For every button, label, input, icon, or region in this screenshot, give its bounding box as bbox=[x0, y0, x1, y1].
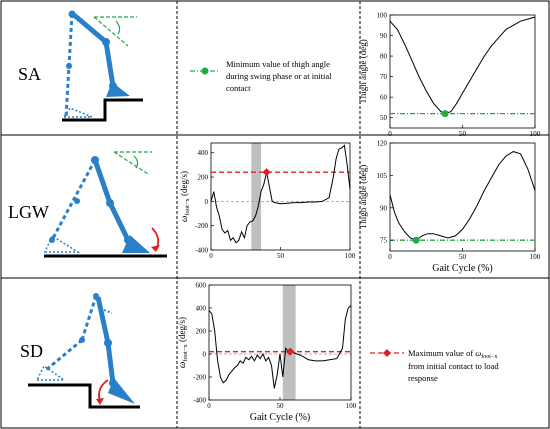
x-tick-label: 0 bbox=[207, 402, 211, 410]
x-tick-label: 100 bbox=[530, 253, 541, 261]
min-marker bbox=[412, 236, 420, 244]
lgw-thigh-chart: 0 50 100 75 90 105 120 Thigh angle (deg) Gait Cy… bbox=[358, 140, 541, 275]
series-line bbox=[210, 144, 351, 244]
row-label-lgw: LGW bbox=[8, 202, 49, 222]
y-tick-label: 0 bbox=[203, 351, 207, 359]
y-tick-label: 400 bbox=[198, 149, 209, 157]
y-tick-label: 90 bbox=[380, 32, 388, 40]
min-thigh-legend-line3: contact bbox=[226, 83, 251, 93]
lgw-leg-illustration bbox=[43, 151, 167, 258]
y-tick-label: 75 bbox=[380, 237, 388, 245]
y-tick-label: 105 bbox=[377, 172, 388, 180]
y-tick-label: -200 bbox=[195, 222, 208, 230]
x-tick-label: 0 bbox=[388, 130, 392, 138]
max-marker bbox=[285, 347, 294, 356]
row-label-sd: SD bbox=[20, 341, 43, 361]
series-line bbox=[208, 305, 352, 389]
x-tick-label: 100 bbox=[345, 252, 356, 260]
y-tick-label: 60 bbox=[380, 94, 388, 102]
plot-area bbox=[389, 142, 536, 252]
min-thigh-legend-line1: Minimum value of thigh angle bbox=[226, 59, 330, 69]
y-tick-label: 100 bbox=[377, 12, 388, 20]
sd-leg-illustration bbox=[28, 293, 140, 409]
max-omega-legend-line2: from initial contact to load bbox=[408, 361, 499, 371]
y-axis-label: Thigh angle (deg) bbox=[358, 39, 368, 103]
y-tick-label: -200 bbox=[193, 374, 206, 382]
x-axis-label: Gait Cycle (%) bbox=[432, 263, 493, 274]
y-tick-label: -400 bbox=[193, 397, 206, 405]
highlight-band bbox=[282, 285, 296, 400]
y-axis-label: ωfoot−x (deg/s) bbox=[179, 171, 191, 222]
y-tick-label: 80 bbox=[380, 53, 388, 61]
max-omega-legend: Maximum value of ωfoot−x from initial co… bbox=[370, 348, 499, 383]
min-thigh-legend-line2: during swing phase or at initial bbox=[226, 71, 332, 81]
min-thigh-legend: Minimum value of thigh angle during swin… bbox=[190, 59, 332, 93]
sa-leg-illustration bbox=[62, 10, 143, 122]
sd-omega-chart: 0 50 100 -400 -200 0 200 400 600 ωfoot−x (deg/s) G… bbox=[177, 282, 357, 424]
y-tick-label: 600 bbox=[196, 282, 207, 290]
y-axis-label: ωfoot−x (deg/s) bbox=[177, 317, 189, 368]
max-marker bbox=[262, 168, 271, 177]
plot-area bbox=[208, 284, 352, 401]
x-tick-label: 100 bbox=[346, 402, 357, 410]
min-marker bbox=[441, 110, 449, 118]
y-tick-label: 200 bbox=[198, 174, 209, 182]
max-omega-legend-line1: Maximum value of ωfoot−x bbox=[408, 348, 497, 360]
y-tick-label: 120 bbox=[377, 140, 388, 148]
series-line bbox=[389, 151, 536, 241]
max-omega-legend-line3: response bbox=[408, 373, 438, 383]
y-tick-label: 50 bbox=[380, 114, 388, 122]
y-tick-label: -400 bbox=[195, 247, 208, 255]
y-tick-label: 400 bbox=[196, 305, 207, 313]
x-tick-label: 50 bbox=[277, 402, 285, 410]
x-tick-label: 100 bbox=[530, 130, 541, 138]
y-tick-label: 0 bbox=[205, 198, 209, 206]
y-axis-label: Thigh angle (deg) bbox=[358, 165, 368, 229]
lgw-omega-chart: 0 50 100 -400 -200 0 200 400 ωfoot−x (deg/s) bbox=[179, 142, 356, 260]
y-tick-label: 70 bbox=[380, 73, 388, 81]
y-tick-label: 200 bbox=[196, 328, 207, 336]
x-tick-label: 0 bbox=[388, 253, 392, 261]
row-label-sa: SA bbox=[18, 64, 41, 84]
plot-area bbox=[389, 14, 536, 129]
x-tick-label: 50 bbox=[459, 130, 467, 138]
y-tick-label: 90 bbox=[380, 204, 388, 212]
x-tick-label: 0 bbox=[209, 252, 213, 260]
x-tick-label: 50 bbox=[277, 252, 285, 260]
x-axis-label: Gait Cycle (%) bbox=[250, 412, 311, 423]
series-line bbox=[389, 16, 536, 115]
x-tick-label: 50 bbox=[459, 253, 467, 261]
highlight-band bbox=[251, 143, 262, 250]
